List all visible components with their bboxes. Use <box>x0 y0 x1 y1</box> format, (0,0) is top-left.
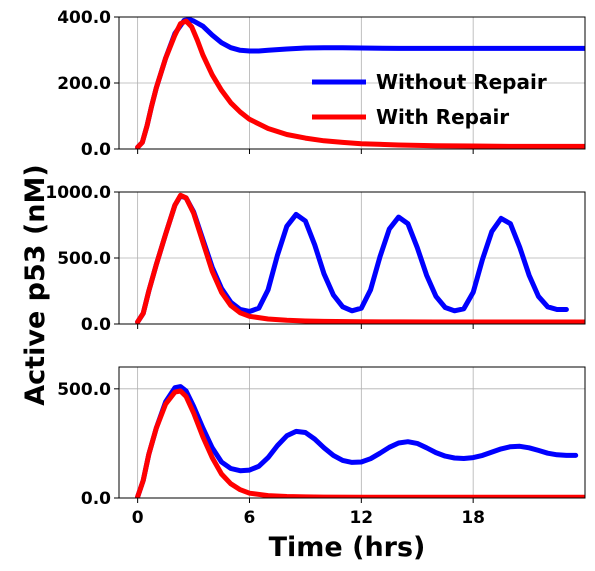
y-tick-label: 0.0 <box>81 489 111 509</box>
x-tick-label: 6 <box>244 508 256 528</box>
legend-label: With Repair <box>376 105 509 129</box>
panel-bottom: 0.0 500.0 0 6 12 18 Time (hrs) <box>57 366 586 563</box>
y-tick-label: 400.0 <box>57 8 111 28</box>
series-line-without-repair <box>135 384 579 498</box>
y-tick-label: 0.0 <box>81 140 111 160</box>
series-line-with-repair <box>135 192 585 324</box>
panel-top: 0.0 200.0 400.0 Without Repair With Repair <box>57 8 586 160</box>
y-tick-label: 200.0 <box>57 74 111 94</box>
plot-frame <box>118 366 586 499</box>
legend-label: Without Repair <box>376 70 547 94</box>
y-tick-label: 500.0 <box>57 249 111 269</box>
y-tick-label: 500.0 <box>57 380 111 400</box>
legend: Without Repair With Repair <box>312 70 547 129</box>
series-line-without-repair <box>135 193 569 324</box>
series-line-with-repair <box>135 18 585 149</box>
x-tick-label: 0 <box>132 508 144 528</box>
x-tick-label: 18 <box>461 508 485 528</box>
x-tick-label: 12 <box>349 508 373 528</box>
y-axis-title: Active p53 (nM) <box>20 164 51 405</box>
x-axis-title: Time (hrs) <box>269 532 426 563</box>
y-tick-label: 0.0 <box>81 315 111 335</box>
y-tick-label: 1000.0 <box>45 183 111 203</box>
series-line-with-repair <box>135 388 585 498</box>
panel-middle: 0.0 500.0 1000.0 <box>45 183 586 335</box>
